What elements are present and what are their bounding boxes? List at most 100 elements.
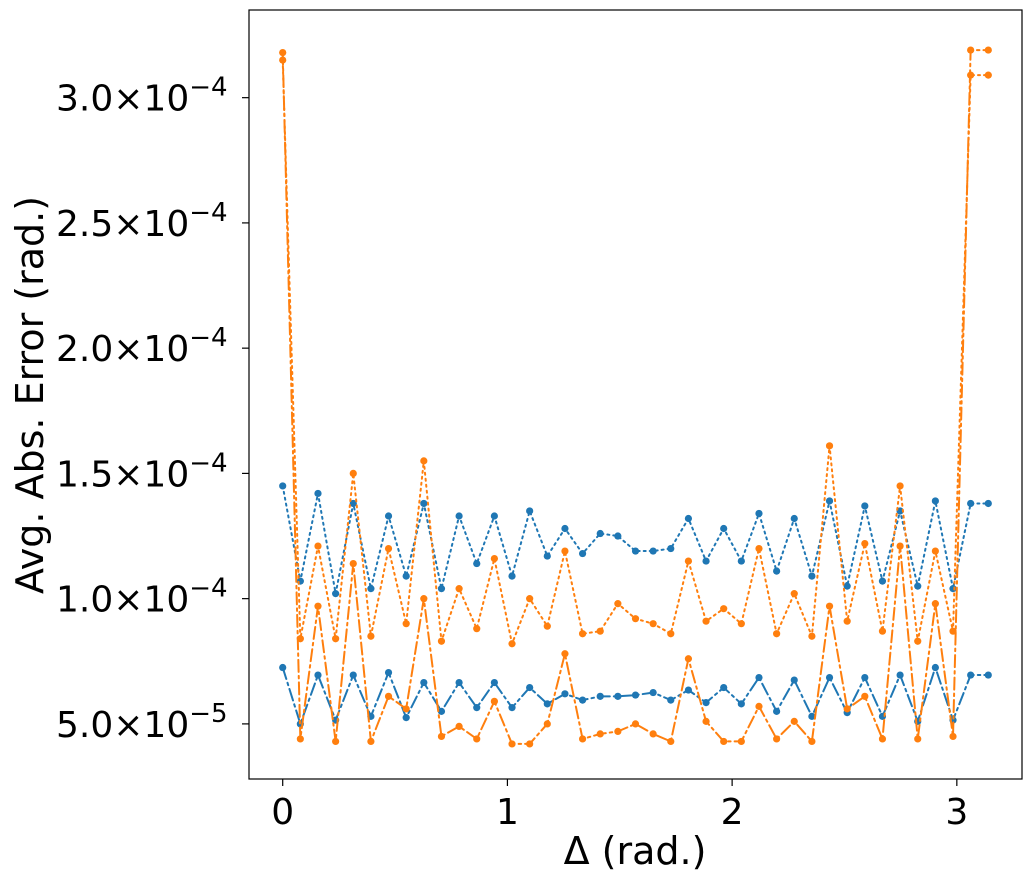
- data-point: [349, 559, 357, 568]
- data-point: [490, 678, 498, 687]
- data-point: [455, 585, 463, 593]
- data-point: [843, 617, 851, 625]
- data-point: [825, 442, 834, 450]
- data-point: [332, 737, 340, 746]
- data-point: [526, 595, 534, 603]
- series-2: [279, 663, 992, 728]
- plot-background: [249, 10, 1022, 779]
- data-point: [455, 722, 463, 730]
- y-tick-label: 2.5×10−4: [56, 198, 228, 245]
- data-point: [790, 514, 798, 523]
- data-point: [420, 595, 428, 603]
- data-point: [878, 577, 887, 585]
- data-point: [967, 671, 975, 679]
- data-point: [896, 482, 904, 490]
- data-point: [861, 539, 869, 548]
- data-point: [420, 499, 428, 508]
- series-1: [279, 482, 992, 598]
- data-point: [808, 572, 816, 580]
- data-point: [755, 673, 763, 682]
- data-point: [578, 696, 587, 704]
- data-point: [684, 655, 693, 663]
- data-point: [825, 673, 834, 682]
- data-point: [367, 585, 375, 593]
- data-point: [596, 730, 604, 738]
- data-point: [737, 557, 745, 565]
- data-point: [878, 735, 887, 743]
- series-3: [279, 56, 992, 648]
- data-point: [790, 717, 798, 725]
- data-point: [561, 690, 569, 698]
- y-tick-label: 2.0×10−4: [56, 323, 228, 370]
- data-point: [349, 469, 357, 478]
- data-point: [773, 707, 781, 715]
- data-point: [490, 697, 498, 705]
- data-point: [596, 692, 604, 700]
- y-tick-label: 5.0×10−5: [56, 699, 228, 746]
- data-point: [314, 671, 322, 679]
- data-point: [702, 699, 710, 707]
- data-point: [614, 532, 622, 540]
- data-point: [667, 737, 675, 746]
- data-point: [984, 671, 992, 679]
- data-point: [402, 572, 410, 580]
- data-point: [526, 683, 534, 692]
- data-point: [755, 702, 763, 710]
- data-point: [420, 678, 428, 687]
- data-point: [949, 732, 957, 741]
- data-point: [508, 640, 516, 648]
- data-point: [526, 507, 534, 515]
- data-point: [808, 712, 816, 720]
- data-point: [349, 499, 357, 508]
- data-point: [631, 720, 640, 728]
- data-point: [437, 585, 446, 593]
- data-point: [384, 692, 393, 700]
- data-point: [508, 572, 516, 580]
- data-point: [631, 615, 640, 623]
- plot-frame: [248, 9, 1023, 780]
- data-point: [667, 544, 675, 553]
- y-tick-label: 1.5×10−4: [56, 448, 228, 495]
- data-point: [808, 737, 816, 746]
- data-point: [561, 650, 569, 658]
- data-point: [684, 686, 693, 694]
- data-point: [949, 585, 957, 593]
- data-point: [984, 71, 992, 79]
- data-point: [967, 46, 975, 54]
- data-point: [684, 557, 693, 565]
- data-point: [631, 691, 640, 699]
- data-point: [931, 663, 939, 672]
- data-point: [720, 605, 728, 613]
- data-point: [596, 529, 604, 538]
- y-axis-label: Avg. Abs. Error (rad.): [8, 196, 52, 594]
- data-point: [367, 737, 375, 746]
- y-tick-label: 1.0×10−4: [56, 574, 228, 621]
- data-point: [578, 630, 587, 638]
- data-point: [773, 735, 781, 743]
- data-point: [473, 559, 481, 568]
- data-point: [649, 688, 657, 697]
- data-point: [420, 457, 428, 465]
- data-point: [543, 552, 551, 560]
- data-point: [578, 735, 587, 743]
- data-point: [667, 696, 675, 704]
- data-point: [332, 590, 340, 598]
- data-point: [455, 512, 463, 520]
- data-point: [473, 625, 481, 633]
- data-point: [737, 620, 745, 628]
- data-point: [437, 707, 446, 715]
- data-point: [473, 735, 481, 743]
- data-point: [861, 692, 869, 700]
- data-point: [543, 622, 551, 630]
- data-point: [578, 549, 587, 558]
- data-point: [861, 673, 869, 682]
- data-point: [914, 735, 922, 743]
- x-axis-label: Δ (rad.): [564, 829, 707, 873]
- data-point: [896, 542, 904, 550]
- x-axis: 0 1 2 3: [271, 779, 968, 833]
- data-point: [437, 637, 446, 645]
- data-point: [984, 46, 992, 54]
- data-point: [967, 499, 975, 508]
- series-line: [281, 484, 990, 594]
